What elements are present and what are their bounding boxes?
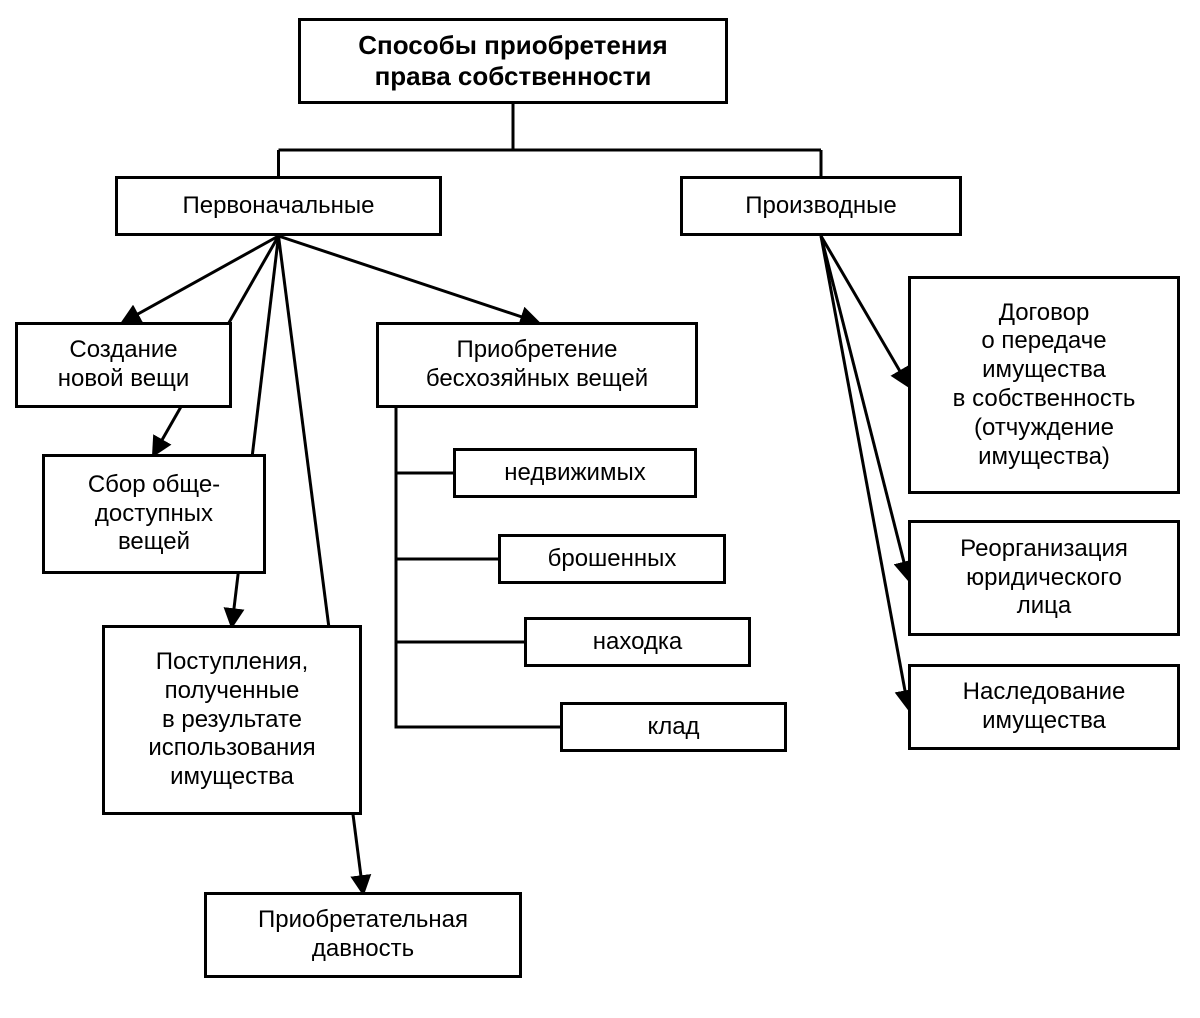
node-primary: Первоначальные <box>115 176 442 236</box>
node-a_find: находка <box>524 617 751 667</box>
node-d_reorg: Реорганизация юридического лица <box>908 520 1180 636</box>
node-a_abandoned: брошенных <box>498 534 726 584</box>
node-derivative: Производные <box>680 176 962 236</box>
node-d_inherit: Наследование имущества <box>908 664 1180 750</box>
node-a_treasure: клад <box>560 702 787 752</box>
node-p_collect: Сбор обще- доступных вещей <box>42 454 266 574</box>
node-a_immovable: недвижимых <box>453 448 697 498</box>
node-p_new_thing: Создание новой вещи <box>15 322 232 408</box>
node-p_longhold: Приобретательная давность <box>204 892 522 978</box>
node-p_income: Поступления, полученные в результате исп… <box>102 625 362 815</box>
node-root: Способы приобретения права собственности <box>298 18 728 104</box>
node-d_contract: Договор о передаче имущества в собственн… <box>908 276 1180 494</box>
diagram-stage: Способы приобретения права собственности… <box>0 0 1200 1018</box>
node-p_acquire_abandon: Приобретение бесхозяйных вещей <box>376 322 698 408</box>
